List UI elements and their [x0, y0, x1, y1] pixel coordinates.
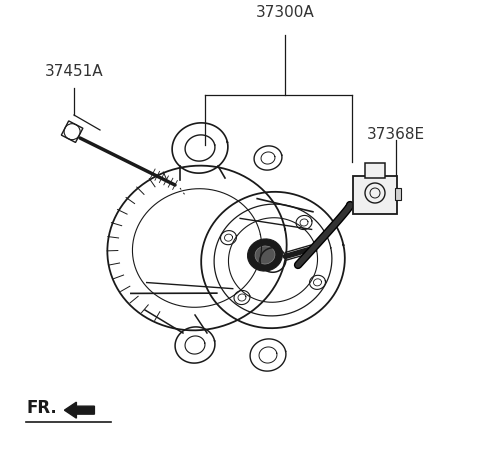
FancyArrow shape [64, 402, 95, 418]
Bar [353, 176, 397, 214]
Text: 37300A: 37300A [256, 5, 315, 20]
Polygon shape [61, 121, 83, 143]
Text: 37451A: 37451A [45, 64, 104, 79]
Bar [365, 163, 385, 178]
Bar [395, 188, 401, 200]
Ellipse shape [248, 239, 282, 271]
Text: FR.: FR. [26, 399, 57, 417]
Text: 37368E: 37368E [367, 127, 425, 142]
Ellipse shape [255, 246, 275, 264]
